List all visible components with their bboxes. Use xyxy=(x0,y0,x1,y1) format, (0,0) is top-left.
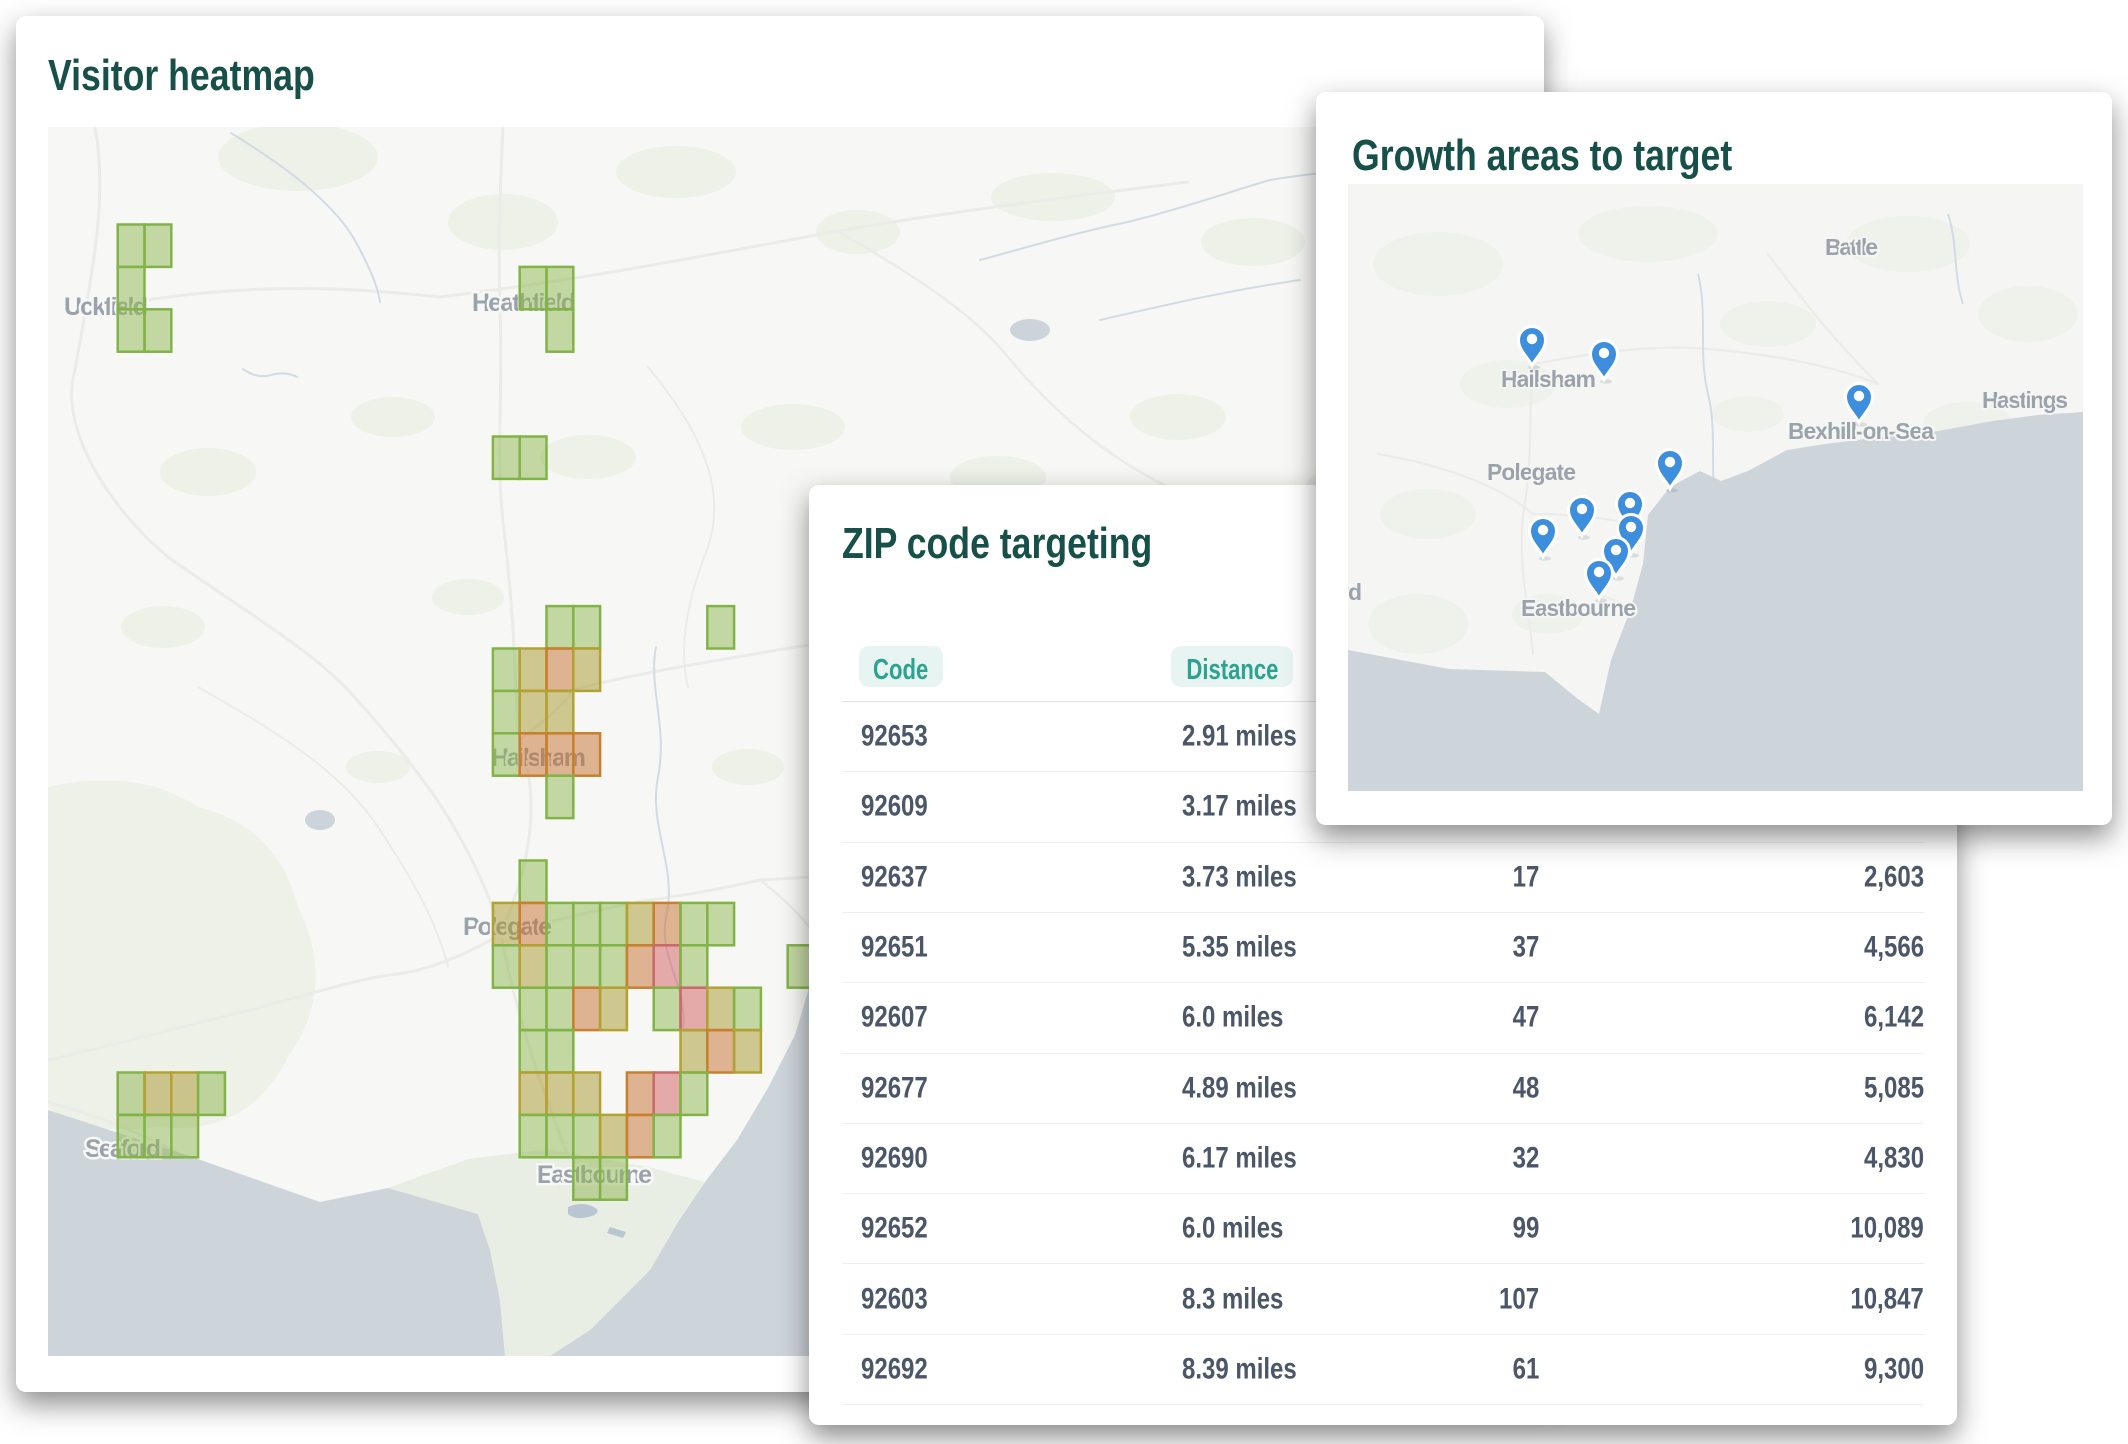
svg-text:Polegate: Polegate xyxy=(1487,459,1576,485)
svg-text:Bexhill-on-Sea: Bexhill-on-Sea xyxy=(1788,418,1934,444)
svg-text:Eastbourne: Eastbourne xyxy=(1521,595,1636,621)
svg-text:Battle: Battle xyxy=(1825,234,1878,260)
svg-text:Seaford: Seaford xyxy=(1348,579,1362,605)
svg-text:Hailsham: Hailsham xyxy=(1501,366,1596,392)
svg-text:Hastings: Hastings xyxy=(1982,387,2068,413)
